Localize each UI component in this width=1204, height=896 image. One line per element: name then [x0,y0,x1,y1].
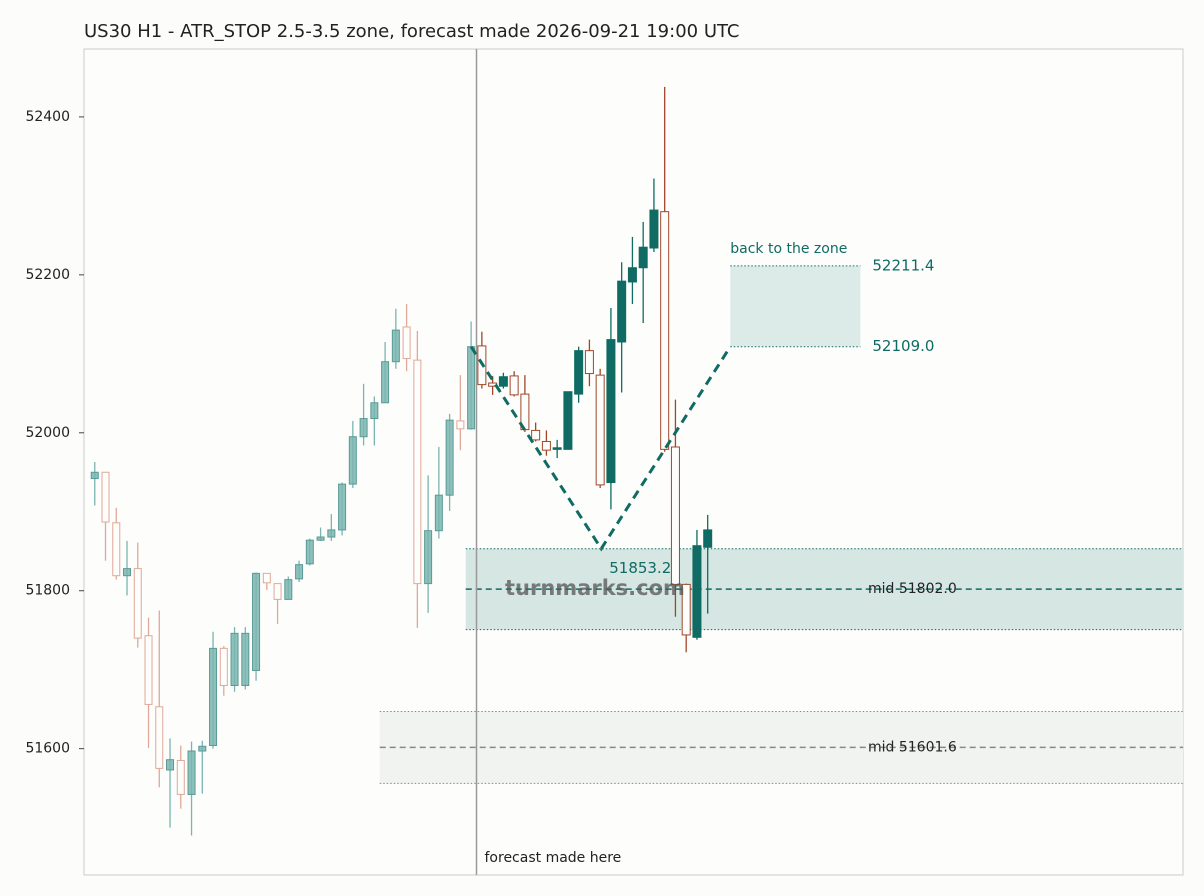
candle-body [252,572,261,671]
candle-body [670,446,680,585]
candle-body [112,522,121,577]
candle-body [531,429,541,441]
candle-body [101,471,110,523]
candle-body [187,750,196,795]
candle-body [123,568,132,577]
y-tick-label: 52400 [25,109,70,125]
candle-body [541,440,551,451]
candle-body [509,375,519,396]
candle-body [445,419,454,496]
candle-body [402,326,411,360]
candle-body [316,536,325,541]
candle-body [595,374,605,486]
candle-body [359,418,368,438]
candle-body [584,350,594,375]
zone-mid-label: mid 51802.0 [868,581,957,597]
candle-body [348,436,357,485]
candle-body [638,246,648,269]
candle-body [413,359,422,585]
candle-body [273,583,282,600]
candle-body [456,420,465,430]
candle-body [606,339,616,484]
candle-body [198,745,207,752]
forecast-low-label: 51853.2 [609,559,671,577]
candle-body [230,632,239,686]
candle-body [574,350,584,395]
candle-body [467,346,476,430]
target-title: back to the zone [730,241,847,257]
candle-body [381,361,390,404]
candle-body [649,209,659,249]
candle-body [176,759,185,795]
candle-body [155,706,164,769]
candle-body [391,329,400,363]
y-tick-label: 52000 [25,425,70,441]
candle-body [498,376,508,387]
candle-body [305,539,314,565]
candle-body [262,572,271,584]
candle-body [338,483,347,531]
candle-body [552,447,562,450]
candle-body [424,530,433,585]
candle-body [90,471,99,480]
zone-mid-label: mid 51601.6 [868,739,957,755]
watermark: turnmarks.com [505,576,685,600]
candle-body [219,647,228,686]
candle-body [133,568,142,639]
candle-body [692,545,702,638]
candle-body [284,579,293,600]
candle-body [563,391,573,450]
y-tick-label: 52200 [25,267,70,283]
target-label: 52109.0 [872,337,934,355]
candle-body [295,564,304,580]
zone [465,548,1183,630]
candle-body [241,632,250,686]
candle-body [144,635,153,705]
candle-body [209,647,218,746]
chart-title: US30 H1 - ATR_STOP 2.5-3.5 zone, forecas… [84,21,740,42]
y-tick-label: 51800 [25,583,70,599]
candle-body [703,529,713,548]
candle-body [370,402,379,420]
target-zone [730,265,861,347]
candle-body [166,759,175,771]
candle-body [327,529,336,538]
candle-body [660,211,670,450]
y-tick-label: 51600 [25,741,70,757]
candle-body [627,267,637,283]
forecast-label: forecast made here [485,850,622,866]
candle-body [681,583,691,636]
target-label: 52211.4 [872,256,934,274]
candle-body [617,280,627,343]
forecast-path [469,345,732,552]
candle-body [434,494,443,532]
